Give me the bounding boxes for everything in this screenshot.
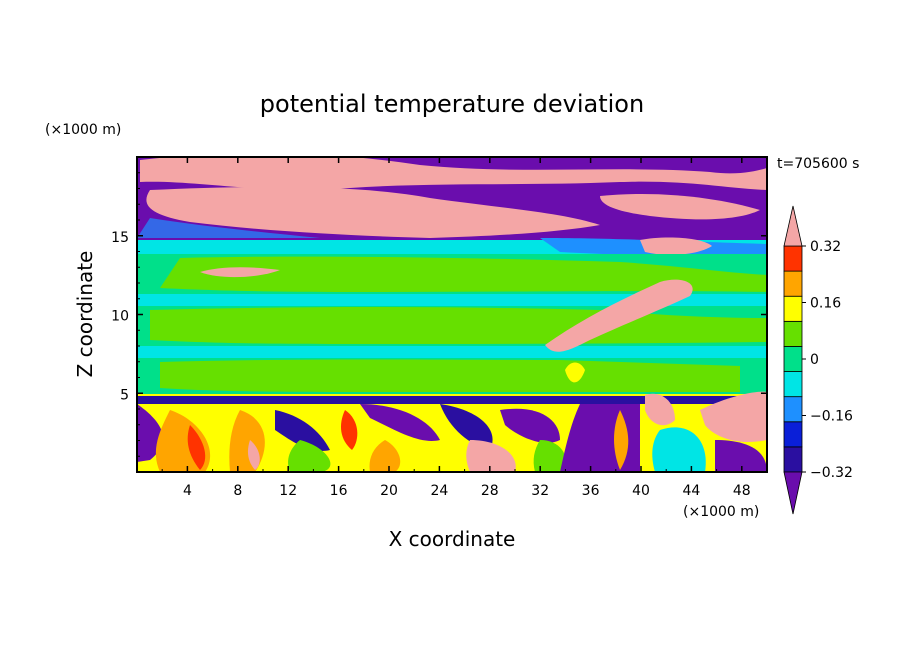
- colorbar-segment: [783, 446, 803, 473]
- colorbar-segment: [783, 346, 803, 372]
- colorbar-segment: [783, 320, 803, 347]
- x-tick-label: 48: [733, 483, 751, 499]
- x-tick-label: 40: [632, 483, 650, 499]
- colorbar-tick-label: 0.32: [810, 239, 841, 255]
- colorbar-segment: [783, 245, 803, 272]
- time-label: t=705600 s: [777, 156, 859, 172]
- colorbar-tick-label: −0.16: [810, 409, 853, 425]
- colorbar-segment: [783, 396, 803, 423]
- x-tick-label: 8: [233, 483, 242, 499]
- y-axis-unit: (×1000 m): [45, 122, 121, 138]
- colorbar-segment: [783, 371, 803, 398]
- x-tick-label: 24: [430, 483, 448, 499]
- colorbar-segment: [783, 421, 803, 448]
- heatmap-field: [137, 157, 767, 472]
- x-axis-ticks: 4 8 12 16 20 24 28 32 36 40 44 48: [161, 157, 751, 499]
- colorbar-tick-label: 0.16: [810, 296, 841, 312]
- y-tick-label: 10: [111, 309, 129, 325]
- colorbar-tick-label: −0.32: [810, 465, 853, 481]
- x-axis-title: X coordinate: [389, 527, 516, 551]
- x-tick-label: 4: [183, 483, 192, 499]
- x-tick-label: 16: [330, 483, 348, 499]
- y-tick-label: 15: [111, 230, 129, 246]
- x-tick-label: 12: [279, 483, 297, 499]
- colorbar-extend-top: [783, 205, 803, 247]
- x-axis-unit: (×1000 m): [683, 504, 759, 520]
- y-axis-ticks: 5 10 15: [111, 172, 767, 457]
- y-axis-title: Z coordinate: [73, 251, 97, 378]
- colorbar-segment: [783, 295, 803, 322]
- x-tick-label: 44: [682, 483, 700, 499]
- colorbar-tick-label: 0: [810, 352, 819, 368]
- colorbar-extend-bottom: [783, 471, 803, 515]
- x-tick-label: 36: [582, 483, 600, 499]
- colorbar: −0.32 −0.16 0 0.16 0.32: [783, 205, 853, 515]
- chart-title: potential temperature deviation: [260, 90, 644, 118]
- y-tick-label: 5: [120, 387, 129, 403]
- colorbar-segment: [783, 270, 803, 297]
- x-tick-label: 32: [531, 483, 549, 499]
- x-tick-label: 20: [380, 483, 398, 499]
- x-tick-label: 28: [481, 483, 499, 499]
